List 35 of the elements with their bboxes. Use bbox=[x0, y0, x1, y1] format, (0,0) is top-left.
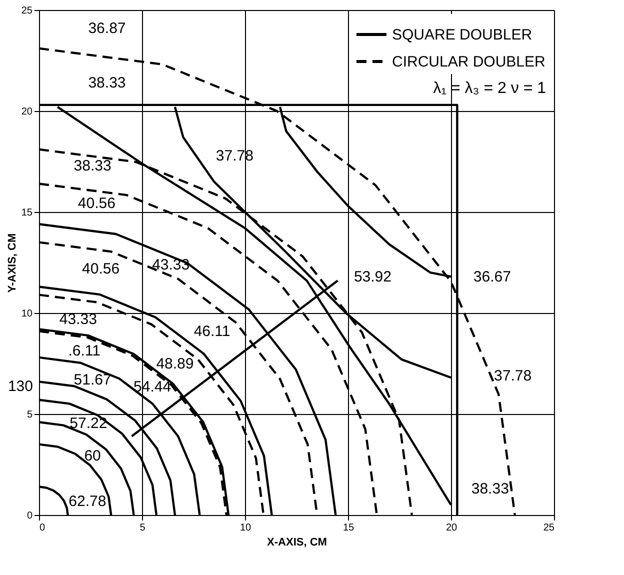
y-axis-title: Y-AXIS, CM bbox=[6, 233, 18, 293]
text: 130 bbox=[8, 378, 33, 396]
y-tick-label: 0 bbox=[26, 510, 33, 522]
legend-label: CIRCULAR DOUBLER bbox=[392, 54, 546, 70]
y-tick-label: 10 bbox=[21, 308, 33, 320]
annotation: 48.89 bbox=[156, 356, 194, 372]
x-tick-label: 25 bbox=[543, 522, 555, 534]
x-tick-label: 15 bbox=[342, 522, 354, 534]
annotation: 60 bbox=[84, 447, 101, 464]
annotation: 43.33 bbox=[59, 311, 97, 328]
annotation: 38.33 bbox=[471, 480, 509, 498]
annotation: 53.92 bbox=[354, 268, 392, 286]
y-tick-label: 15 bbox=[21, 208, 33, 218]
annotation: 62.78 bbox=[68, 492, 106, 510]
annotation: 37.78 bbox=[494, 368, 532, 385]
y-tick-label: 25 bbox=[21, 6, 33, 16]
annotation: 38.33 bbox=[74, 158, 112, 175]
x-tick-label: 5 bbox=[140, 522, 146, 534]
y-tick-label: 5 bbox=[26, 410, 33, 420]
annotation: .6.11 bbox=[68, 342, 100, 360]
annotation: 57.22 bbox=[70, 415, 108, 432]
y-tick-label: 20 bbox=[21, 106, 33, 118]
annotation: 36.67 bbox=[473, 268, 511, 286]
annotation: 46.11 bbox=[194, 323, 230, 340]
annotation: 51.67 bbox=[74, 372, 112, 389]
annotation: 40.56 bbox=[82, 260, 120, 278]
x-tick-label: 0 bbox=[40, 522, 46, 534]
annotation: 36.87 bbox=[88, 20, 126, 38]
annotation: λ₁ = λ₃ = 2 ν = 1 bbox=[433, 80, 546, 97]
legend-label: SQUARE DOUBLER bbox=[392, 26, 532, 44]
x-tick-label: 20 bbox=[446, 522, 458, 534]
x-tick-label: 10 bbox=[240, 522, 252, 534]
annotation: 38.33 bbox=[88, 74, 126, 92]
annotation: 40.56 bbox=[78, 194, 116, 212]
x-axis-title: X-AXIS, CM bbox=[267, 536, 327, 548]
